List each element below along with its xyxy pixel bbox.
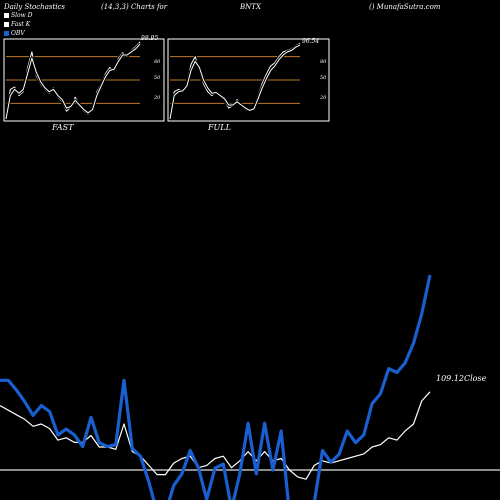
legend-item-obv: OBV: [4, 30, 25, 37]
legend-label-obv: OBV: [11, 30, 25, 37]
fast-last-value: 98.95: [141, 35, 158, 42]
full-panel-title: FULL: [207, 123, 231, 132]
legend-item-slow-d: Slow D: [4, 12, 33, 19]
legend-swatch-slow-d: [4, 13, 9, 18]
ticker-label: BNTX: [240, 3, 261, 11]
close-value-label: 109.12Close: [436, 374, 487, 383]
obv-line: [0, 274, 432, 500]
legend-label-slow-d: Slow D: [11, 12, 33, 19]
chart-title: Daily Stochastics: [4, 3, 66, 11]
full-panel-border: [167, 38, 330, 122]
full-ytick-50: 50: [320, 75, 327, 81]
close-value-suffix: Close: [464, 374, 487, 383]
chart-series-layer: [0, 40, 432, 500]
fast-panel-border: [3, 38, 165, 122]
full-last-value: 96.54: [302, 38, 319, 45]
fast-slow-d-line: [5, 43, 141, 120]
full-ytick-20: 20: [319, 95, 327, 101]
fast-ytick-80: 80: [154, 59, 161, 65]
legend-item-fast-k: Fast K: [4, 21, 30, 28]
fast-ytick-50: 50: [154, 75, 161, 81]
fast-panel-title: FAST: [51, 123, 74, 132]
source-label: () MunafaSutra.com: [369, 3, 441, 11]
legend-swatch-fast-k: [4, 22, 9, 27]
fast-ytick-20: 20: [153, 95, 161, 101]
legend-swatch-obv: [4, 31, 9, 36]
chart-params: (14,3,3) Charts for: [101, 3, 168, 11]
legend-label-fast-k: Fast K: [11, 21, 31, 28]
full-full-d-line: [169, 44, 301, 120]
full-ytick-80: 80: [320, 59, 327, 65]
full-full-d-halo: [168, 43, 301, 120]
close-line: [0, 391, 431, 480]
close-value: 109.12: [436, 374, 464, 383]
